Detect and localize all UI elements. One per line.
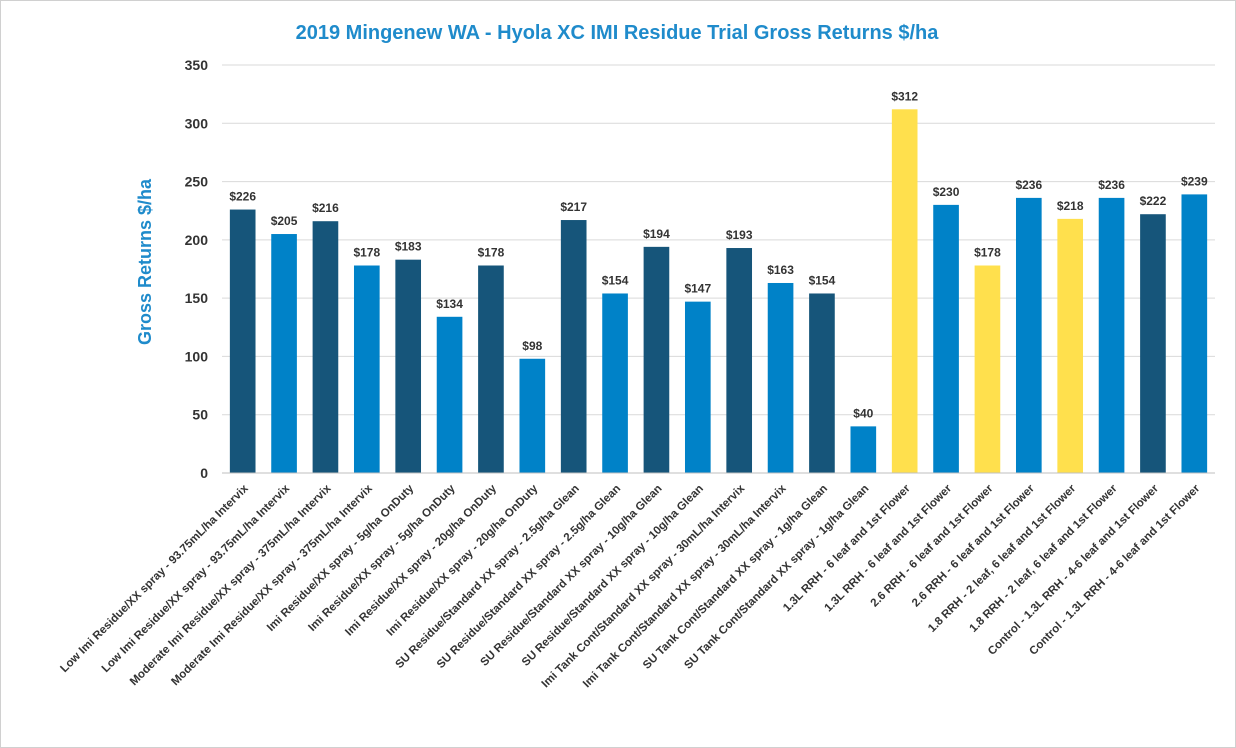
- data-label: $312: [891, 89, 918, 103]
- bar: [353, 265, 380, 473]
- data-label: $236: [1015, 178, 1042, 192]
- data-label: $222: [1140, 194, 1167, 208]
- bar: [891, 109, 918, 473]
- x-tick-label: Imi Residue/XX spray - 20g/ha OnDuty: [385, 482, 541, 638]
- data-labels: $226 $205 $216 $178 $183 $134 $178 $98 $217 $154 $…: [229, 89, 1208, 420]
- data-label: $163: [767, 263, 794, 277]
- bar: [602, 293, 628, 473]
- y-axis-label: Gross Returns $/ha: [135, 178, 155, 345]
- x-tick-label: Moderate Imi Residue/XX spray - 375mL/ha…: [169, 482, 375, 688]
- data-label: $134: [436, 297, 463, 311]
- y-axis-ticks: 0 50 100 150 200 250 300 350: [185, 57, 209, 481]
- x-axis-labels: Low Imi Residue/XX spray - 93.75mL/ha In…: [58, 482, 1202, 690]
- data-label: $205: [271, 214, 298, 228]
- bar: [809, 293, 835, 473]
- x-tick-label: 1.8 RRH - 2 leaf, 6 leaf and 1st Flower: [967, 482, 1120, 635]
- y-tick-label: 350: [185, 57, 209, 73]
- x-tick-label: Imi Tank Cont/Standard XX spray - 30mL/h…: [581, 482, 789, 690]
- y-tick-label: 300: [185, 115, 209, 131]
- bar: [1057, 218, 1084, 473]
- data-label: $193: [726, 228, 753, 242]
- bar: [850, 426, 877, 473]
- x-tick-label: Low Imi Residue/XX spray - 93.75mL/ha In…: [100, 482, 293, 675]
- data-label: $147: [684, 282, 711, 296]
- data-label: $226: [229, 190, 256, 204]
- x-tick-label: Low Imi Residue/XX spray - 93.75mL/ha In…: [58, 482, 251, 675]
- bar: [560, 220, 587, 473]
- x-tick-label: 1.8 RRH - 2 leaf, 6 leaf and 1st Flower: [926, 482, 1079, 635]
- bar: [1015, 197, 1042, 474]
- data-label: $218: [1057, 199, 1084, 213]
- data-label: $236: [1098, 178, 1125, 192]
- data-label: $178: [974, 246, 1001, 260]
- bar: [684, 301, 711, 473]
- data-label: $154: [809, 273, 836, 287]
- y-tick-label: 200: [185, 232, 209, 248]
- bar: [1140, 214, 1166, 473]
- y-tick-label: 50: [192, 407, 208, 423]
- bar: [312, 221, 339, 473]
- x-tick-label: Imi Residue/XX spray - 5g/ha OnDuty: [306, 482, 458, 634]
- gridlines: [222, 64, 1215, 416]
- y-tick-label: 100: [185, 348, 209, 364]
- bar: [767, 282, 794, 473]
- bar: [643, 246, 670, 473]
- chart-title: 2019 Mingenew WA - Hyola XC IMI Residue …: [296, 22, 940, 44]
- bar: [271, 234, 297, 473]
- bar: [436, 316, 463, 473]
- bars: [229, 109, 1208, 474]
- data-label: $98: [522, 339, 542, 353]
- data-label: $154: [602, 273, 629, 287]
- x-tick-label: Moderate Imi Residue/XX spray - 375mL/ha…: [128, 482, 334, 688]
- data-label: $183: [395, 240, 422, 254]
- data-label: $217: [560, 200, 587, 214]
- y-tick-label: 250: [185, 174, 209, 190]
- data-label: $216: [312, 201, 339, 215]
- data-label: $239: [1181, 174, 1208, 188]
- data-label: $178: [353, 246, 380, 260]
- x-tick-label: Imi Residue/XX spray - 5g/ha OnDuty: [265, 482, 417, 634]
- bar: [726, 248, 753, 473]
- data-label: $40: [853, 406, 873, 420]
- bar: [229, 209, 256, 473]
- bar: [974, 265, 1001, 473]
- bar: [395, 259, 422, 473]
- bar: [1181, 194, 1208, 473]
- data-label: $194: [643, 227, 670, 241]
- bar: [1098, 197, 1125, 474]
- bar: [478, 265, 504, 473]
- x-tick-label: Imi Tank Cont/Standard XX spray - 30mL/h…: [540, 482, 748, 690]
- x-tick-label: Imi Residue/XX spray - 20g/ha OnDuty: [343, 482, 499, 638]
- data-label: $230: [933, 185, 960, 199]
- bar: [519, 358, 546, 473]
- bar: [933, 204, 959, 473]
- y-tick-label: 0: [200, 465, 208, 481]
- y-tick-label: 150: [185, 290, 209, 306]
- data-label: $178: [478, 246, 505, 260]
